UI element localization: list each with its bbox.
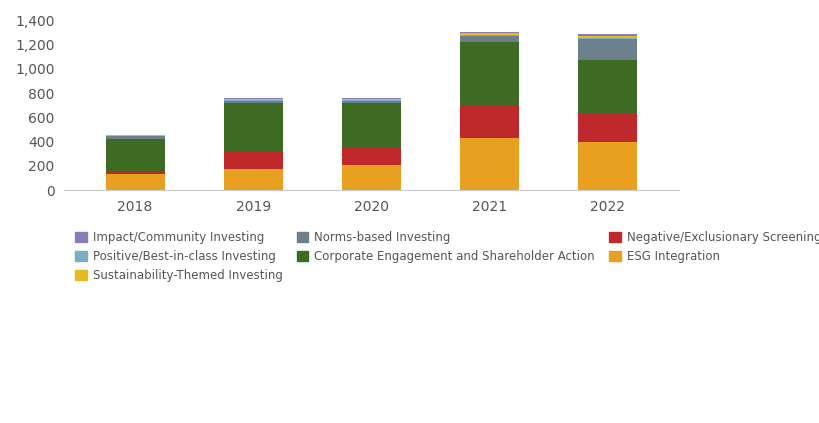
Bar <box>577 142 636 190</box>
Bar <box>577 60 636 113</box>
Bar <box>224 169 283 190</box>
Bar <box>342 100 400 101</box>
Bar <box>106 174 165 190</box>
Bar <box>106 172 165 174</box>
Bar <box>342 165 400 190</box>
Bar <box>224 151 283 169</box>
Bar <box>577 34 636 36</box>
Bar <box>224 101 283 103</box>
Bar <box>224 103 283 151</box>
Legend: Impact/Community Investing, Positive/Best-in-class Investing, Sustainability-The: Impact/Community Investing, Positive/Bes… <box>70 227 819 287</box>
Bar <box>106 139 165 172</box>
Bar <box>577 39 636 60</box>
Bar <box>342 148 400 165</box>
Bar <box>342 103 400 148</box>
Bar <box>577 113 636 142</box>
Bar <box>459 33 518 35</box>
Bar <box>342 98 400 99</box>
Bar <box>577 38 636 39</box>
Bar <box>459 106 518 138</box>
Bar <box>224 100 283 101</box>
Bar <box>459 32 518 33</box>
Bar <box>459 42 518 106</box>
Bar <box>459 138 518 190</box>
Bar <box>577 36 636 38</box>
Bar <box>459 36 518 42</box>
Bar <box>106 136 165 139</box>
Bar <box>342 99 400 100</box>
Bar <box>459 35 518 36</box>
Bar <box>342 101 400 103</box>
Bar <box>224 99 283 100</box>
Bar <box>106 135 165 136</box>
